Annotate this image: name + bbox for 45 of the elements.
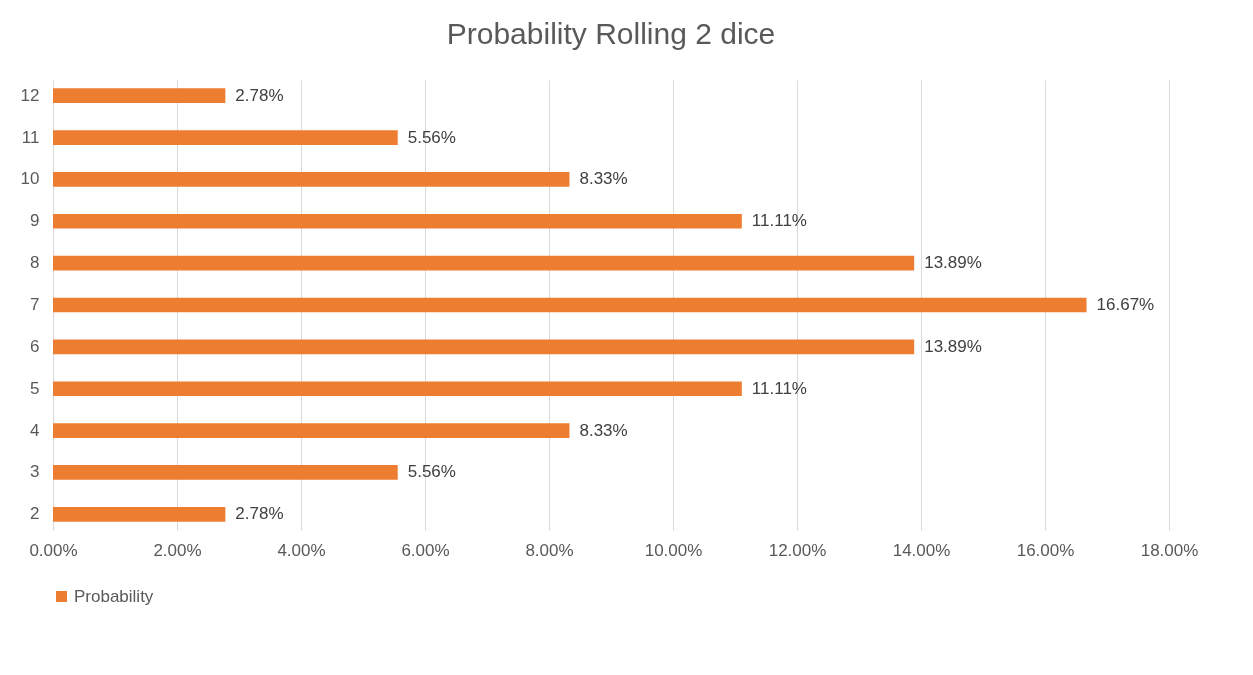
- data-label: 8.33%: [579, 420, 628, 440]
- data-label: 5.56%: [407, 462, 456, 482]
- bar: [53, 297, 1087, 313]
- data-label: 2.78%: [235, 504, 284, 524]
- x-tick-label: 2.00%: [153, 540, 202, 560]
- bar: [53, 88, 226, 104]
- bar: [53, 213, 742, 229]
- bar: [53, 339, 915, 355]
- x-tick-label: 10.00%: [644, 540, 703, 560]
- bar: [53, 465, 398, 480]
- bar: [53, 423, 570, 438]
- x-tick-label: 4.00%: [277, 540, 326, 560]
- y-tick-label: 3: [30, 462, 40, 482]
- y-tick-label: 5: [30, 378, 40, 398]
- x-tick-label: 8.00%: [525, 540, 574, 560]
- bar: [53, 255, 915, 271]
- x-tick-label: 12.00%: [768, 540, 827, 560]
- data-label: 16.67%: [1096, 295, 1155, 314]
- y-tick-label: 12: [20, 85, 40, 105]
- x-tick-label: 14.00%: [892, 540, 951, 560]
- y-tick-label: 4: [30, 420, 40, 440]
- x-tick-label: 16.00%: [1016, 540, 1075, 560]
- y-tick-label: 8: [30, 253, 40, 273]
- data-label: 13.89%: [924, 253, 982, 273]
- bar: [53, 381, 742, 397]
- y-tick-label: 11: [21, 127, 40, 147]
- x-tick-label: 0.00%: [29, 540, 78, 560]
- bar: [53, 130, 398, 145]
- bar: [53, 172, 570, 187]
- data-label: 2.78%: [235, 85, 284, 105]
- y-tick-label: 6: [30, 336, 40, 356]
- data-label: 8.33%: [579, 169, 628, 189]
- data-label: 11.11%: [751, 378, 807, 398]
- x-tick-label: 6.00%: [401, 540, 450, 560]
- chart-title: Probability Rolling 2 dice: [446, 17, 776, 50]
- x-tick-label: 18.00%: [1140, 540, 1199, 560]
- bar: [53, 506, 226, 522]
- y-tick-label: 10: [20, 169, 40, 189]
- data-label: 5.56%: [407, 127, 456, 147]
- y-tick-label: 9: [30, 211, 40, 231]
- data-label: 11.11%: [751, 211, 807, 231]
- y-tick-label: 7: [30, 295, 40, 314]
- y-tick-label: 2: [30, 504, 40, 524]
- data-label: 13.89%: [924, 336, 982, 356]
- legend-label: Probability: [74, 586, 154, 606]
